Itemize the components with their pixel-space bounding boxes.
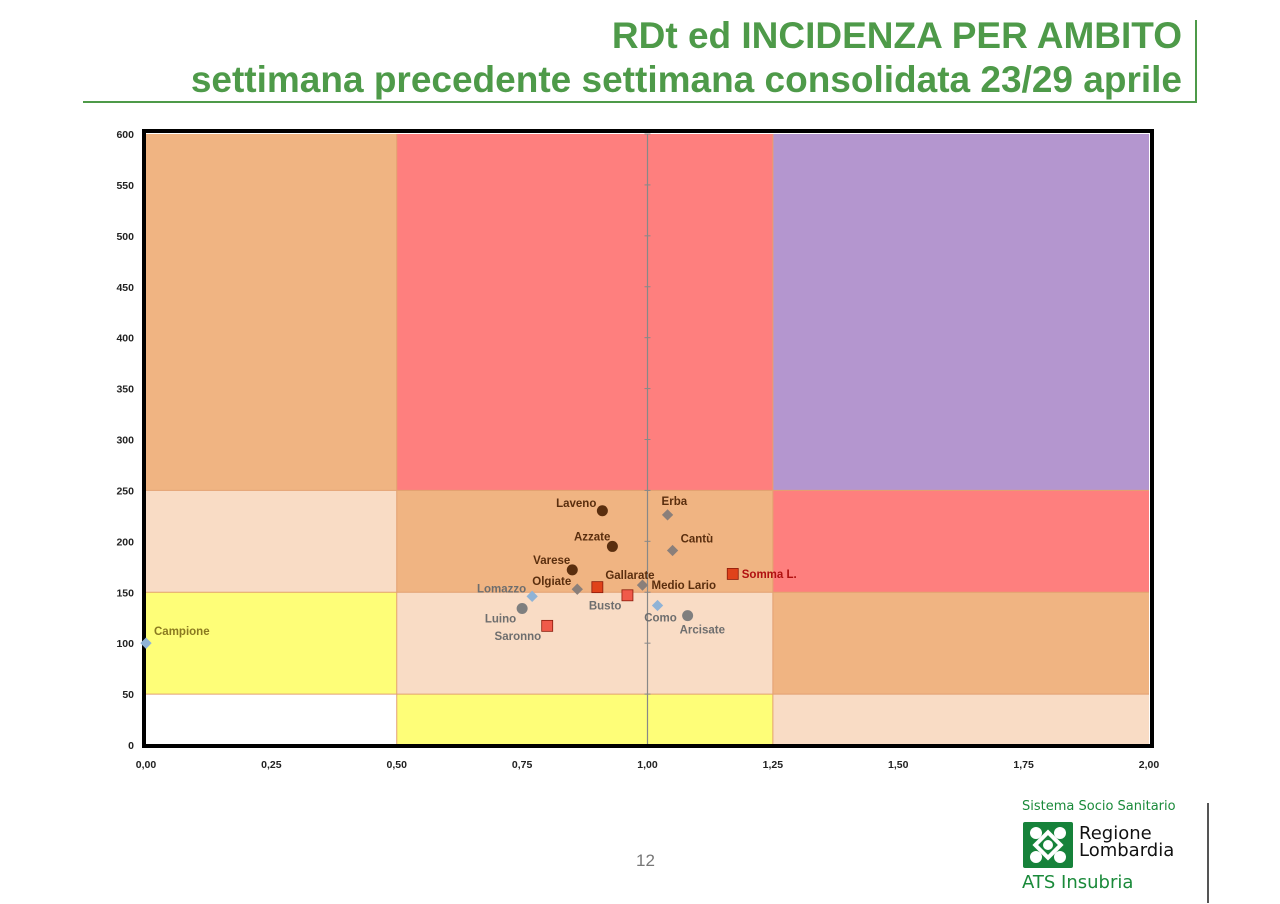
logo-system-label: Sistema Socio Sanitario [1022,799,1176,814]
risk-zone-3 [146,490,397,593]
y-tick-label: 550 [116,180,134,192]
data-point-label: Cantù [681,533,714,545]
data-point-square [591,581,604,594]
data-point-circle [682,610,694,622]
data-point-label: Olgiate [532,576,571,588]
data-point-label: Saronno [495,631,542,643]
y-tick-label: 450 [116,282,134,294]
data-point-label: Azzate [574,531,610,543]
y-tick-label: 250 [116,485,134,497]
x-tick-label: 1,75 [1013,759,1034,771]
title-line-1: RDt ed INCIDENZA PER AMBITO [611,15,1182,56]
title-underline [83,101,1197,103]
y-tick-label: 150 [116,587,134,599]
data-point-label: Gallarate [605,570,654,582]
risk-zone-4 [396,490,773,593]
logo-region-name: Regione Lombardia [1079,823,1175,861]
data-point-label: Somma L. [742,569,797,581]
data-point-diamond [661,509,674,521]
risk-zone-10 [396,694,773,745]
data-point-diamond [526,590,538,602]
x-tick-label: 0,50 [387,759,408,771]
y-tick-label: 100 [116,638,134,650]
data-point-label: Arcisate [680,625,725,637]
data-point-circle [516,603,528,615]
data-point-diamond [651,599,664,612]
regione-lombardia-logo: Sistema Socio Sanitario Regione Lombardi… [1022,799,1212,899]
x-tick-label: 0,75 [512,759,533,771]
lombardia-rose-icon [1023,822,1073,868]
y-tick-label: 600 [116,129,134,141]
data-point-diamond [571,583,583,595]
data-point-square [621,589,634,602]
y-tick-label: 200 [116,536,134,548]
data-point-square [726,568,739,580]
risk-zone-0 [146,134,397,491]
risk-zone-6 [146,592,397,695]
page-number: 12 [636,851,655,870]
risk-zone-2 [772,134,1149,491]
data-point-circle [596,505,608,517]
title-side-rule [1195,20,1197,103]
data-point-square [541,619,554,632]
data-point-label: Campione [154,626,210,638]
x-tick-label: 1,00 [637,759,658,771]
risk-zone-8 [772,592,1149,695]
data-point-label: Lomazzo [477,583,526,595]
y-tick-label: 300 [116,435,134,447]
title-line-2: settimana precedente settimana consolida… [190,59,1182,100]
x-tick-label: 0,25 [261,759,282,771]
x-tick-label: 2,00 [1139,759,1160,771]
data-point-diamond [140,637,152,649]
y-tick-label: 400 [116,333,134,345]
data-point-circle [566,564,578,576]
logo-ats-label: ATS Insubria [1022,872,1134,893]
data-point-label: Erba [662,496,688,508]
risk-zone-1 [396,134,773,491]
x-tick-label: 1,25 [763,759,784,771]
y-tick-label: 500 [116,231,134,243]
logo-region-line-1: Regione [1079,823,1152,844]
data-point-label: Laveno [556,498,596,510]
data-point-label: Busto [589,600,622,612]
data-point-diamond [636,579,649,591]
risk-zone-5 [772,490,1149,593]
logo-region-line-2: Lombardia [1079,840,1175,861]
data-point-label: Luino [485,614,516,626]
data-point-circle [606,540,618,552]
data-point-diamond [666,544,679,557]
y-tick-label: 0 [128,740,134,752]
risk-zone-7 [396,592,773,695]
y-tick-label: 50 [122,689,134,701]
data-point-label: Medio Lario [651,580,716,592]
risk-zone-9 [146,694,397,745]
x-tick-label: 0,00 [136,759,157,771]
data-point-label: Como [644,612,677,624]
logo-side-rule [1207,803,1209,903]
risk-zone-11 [772,694,1149,745]
y-tick-label: 350 [116,384,134,396]
x-tick-label: 1,50 [888,759,909,771]
plot-frame [142,129,1154,748]
data-point-label: Varese [533,555,570,567]
slide-title: RDt ed INCIDENZA PER AMBITO settimana pr… [191,14,1182,102]
